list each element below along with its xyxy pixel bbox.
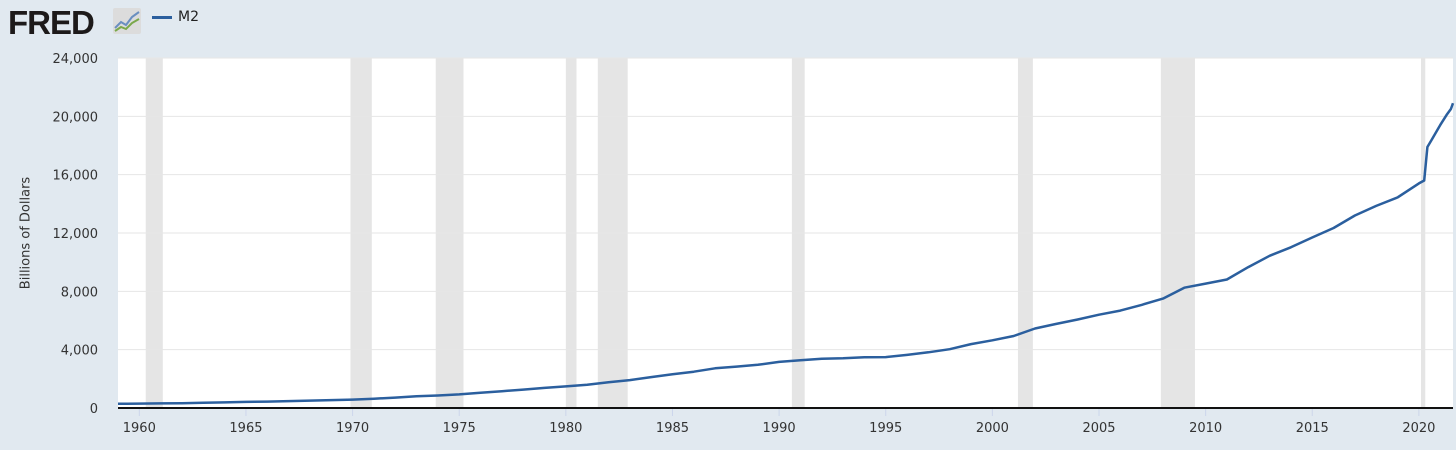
x-tick-label: 2010 (1189, 421, 1222, 436)
legend[interactable]: M2 (152, 9, 199, 25)
y-tick-label: 16,000 (53, 169, 99, 184)
chart-line-icon (113, 8, 141, 34)
y-tick-label: 0 (90, 402, 98, 417)
y-tick-label: 12,000 (53, 227, 99, 242)
y-tick-label: 24,000 (53, 52, 99, 67)
x-tick-label: 1965 (229, 421, 262, 436)
fred-logo[interactable]: FRED (8, 4, 95, 41)
x-tick-label: 1990 (763, 421, 796, 436)
series-line-m2 (117, 102, 1455, 406)
x-tick-label: 2000 (976, 421, 1009, 436)
x-tick-label: 1985 (656, 421, 689, 436)
x-tick-label: 2015 (1296, 421, 1329, 436)
x-tick-label: 2005 (1082, 421, 1115, 436)
x-tick-label: 1970 (336, 421, 369, 436)
y-tick-label: 8,000 (61, 285, 98, 300)
x-tick-label: 1995 (869, 421, 902, 436)
legend-label-m2: M2 (178, 9, 199, 25)
x-tick-label: 2020 (1402, 421, 1435, 436)
y-tick-label: 4,000 (61, 344, 98, 359)
y-tick-label: 20,000 (53, 110, 99, 125)
x-tick-label: 1980 (549, 421, 582, 436)
x-tick-label: 1975 (443, 421, 476, 436)
x-tick-label: 1960 (123, 421, 156, 436)
legend-swatch (152, 15, 172, 19)
